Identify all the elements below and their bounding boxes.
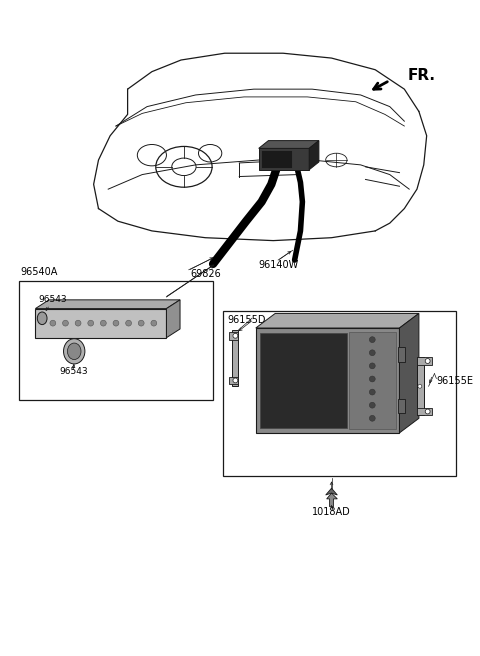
Polygon shape [259, 140, 319, 148]
Circle shape [370, 376, 375, 382]
Circle shape [100, 320, 106, 326]
Bar [256, 328, 399, 433]
Circle shape [418, 384, 422, 388]
Circle shape [425, 409, 430, 414]
Bar [349, 332, 396, 429]
Bar [259, 148, 309, 170]
Circle shape [370, 415, 375, 421]
Polygon shape [399, 314, 419, 433]
Bar [223, 310, 456, 476]
Circle shape [233, 378, 238, 383]
Bar [228, 377, 238, 384]
Text: 96543: 96543 [38, 295, 67, 304]
Bar [417, 357, 432, 365]
Polygon shape [327, 493, 337, 506]
Circle shape [370, 350, 375, 356]
Polygon shape [36, 300, 180, 308]
Circle shape [233, 333, 238, 338]
Polygon shape [256, 314, 419, 328]
Bar [260, 333, 347, 428]
Text: 1018AD: 1018AD [312, 508, 351, 518]
Circle shape [425, 359, 430, 363]
Polygon shape [167, 300, 180, 338]
Text: 96155D: 96155D [228, 316, 266, 325]
Ellipse shape [37, 312, 47, 325]
Bar [397, 399, 405, 413]
Circle shape [370, 402, 375, 408]
Bar [397, 348, 405, 362]
Bar [19, 281, 213, 400]
Text: 96155E: 96155E [436, 377, 473, 386]
Text: FR.: FR. [407, 68, 435, 83]
Circle shape [113, 320, 119, 326]
Circle shape [370, 363, 375, 369]
Circle shape [151, 320, 157, 326]
Bar [232, 330, 238, 386]
Text: 96540A: 96540A [21, 266, 58, 277]
Circle shape [50, 320, 56, 326]
Bar [417, 407, 432, 415]
Bar [417, 357, 424, 415]
Text: 96543: 96543 [59, 367, 87, 376]
Ellipse shape [63, 338, 85, 364]
Bar [261, 150, 292, 168]
Polygon shape [309, 140, 319, 170]
Bar [228, 332, 238, 340]
Circle shape [138, 320, 144, 326]
Circle shape [75, 320, 81, 326]
Circle shape [126, 320, 132, 326]
Circle shape [370, 389, 375, 395]
Ellipse shape [67, 343, 81, 359]
Text: 69826: 69826 [191, 268, 221, 279]
Circle shape [370, 337, 375, 342]
Circle shape [88, 320, 94, 326]
Text: 96140W: 96140W [258, 260, 298, 270]
Circle shape [62, 320, 68, 326]
Polygon shape [326, 488, 337, 495]
Bar [36, 308, 167, 338]
